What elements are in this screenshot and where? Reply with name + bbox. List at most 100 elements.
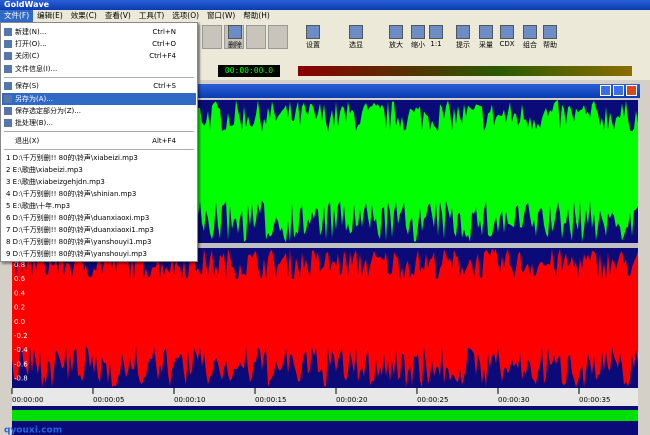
amplitude-label: 0.0 [14, 318, 25, 326]
amplitude-label: -0.2 [14, 332, 28, 340]
toolbar-button[interactable]: CDX [497, 24, 517, 50]
menu-item-label: 退出(X) [15, 136, 40, 145]
amplitude-label: -0.4 [14, 346, 28, 354]
toolbar-button-icon [456, 25, 470, 39]
timeline-label: 00:00:20 [336, 396, 367, 404]
toolbar-icon[interactable] [246, 25, 266, 49]
recent-file[interactable]: 8 D:\千万别删!! 80的\铃声\yanshouyi1.mp3 [2, 236, 196, 248]
recent-file[interactable]: 6 D:\千万别删!! 80的\铃声\duanxiaoxi.mp3 [2, 212, 196, 224]
toolbar-button-label: 删除 [228, 41, 242, 49]
toolbar-button-icon [389, 25, 403, 39]
toolbar-button[interactable]: 提示 [453, 24, 473, 50]
title-bar: GoldWave [0, 0, 650, 10]
toolbar-button-icon [500, 25, 514, 39]
menu-bar-item[interactable]: 查看(V) [104, 11, 131, 20]
menu-item-label: 批处理(B)... [15, 118, 53, 127]
waveform-view: 0.8 0.6 0.4 0.2 0.0 -0.2 -0.4 -0.6 -0.8 00:00:00 0… [4, 100, 638, 435]
toolbar-button-label: 提示 [456, 41, 470, 49]
toolbar-button[interactable]: 1:1 [426, 24, 446, 50]
menu-item[interactable]: 新建(N)... Ctrl+N [2, 26, 196, 38]
recent-file[interactable]: 9 D:\千万别删!! 80的\铃声\yanshouyi.mp3 [2, 248, 196, 260]
toolbar-button[interactable]: 帮助 [540, 24, 560, 50]
amplitude-label: 0.4 [14, 289, 26, 297]
toolbar-button-label: 选显 [349, 41, 363, 49]
menu-item-shortcut: Ctrl+O [152, 40, 176, 49]
toolbar-button-icon [306, 25, 320, 39]
menu-item[interactable]: 关闭(C) Ctrl+F4 [2, 50, 196, 62]
toolbar-button-label: 设置 [306, 41, 320, 49]
menu-icon [4, 40, 12, 49]
menu-item-label: 另存为(A)... [15, 94, 53, 103]
menu-item[interactable]: 批处理(B)... [2, 117, 196, 129]
menu-icon [4, 94, 12, 103]
menu-icon [4, 52, 12, 61]
recent-file[interactable]: 5 E:\歌曲\十年.mp3 [2, 200, 196, 212]
menu-item[interactable]: 保存(S) Ctrl+S [2, 80, 196, 92]
timeline-label: 00:00:35 [579, 396, 610, 404]
time-display: 00:00:00.0 [218, 65, 280, 77]
toolbar-button[interactable]: 组合 [520, 24, 540, 50]
watermark: qyouxi.com [4, 426, 62, 435]
toolbar-icon[interactable] [202, 25, 222, 49]
overview-wave [12, 410, 638, 421]
toolbar-button[interactable]: 缩小 [408, 24, 428, 50]
amplitude-label: -0.8 [14, 375, 28, 383]
menu-item[interactable]: 打开(O)... Ctrl+O [2, 38, 196, 50]
timeline-label: 00:00:25 [417, 396, 448, 404]
timeline-label: 00:00:00 [12, 396, 43, 404]
window-control[interactable] [600, 85, 611, 96]
menu-item[interactable]: 另存为(A)... [2, 92, 196, 105]
recent-file[interactable]: 3 E:\歌曲\xiabeizgehjdn.mp3 [2, 176, 196, 188]
menu-bar-item[interactable]: 编辑(E) [37, 11, 63, 20]
toolbar-button[interactable]: 放大 [386, 24, 406, 50]
timeline-label: 00:00:05 [93, 396, 124, 404]
menu-bar-item[interactable]: 选项(O) [172, 11, 200, 20]
menu-bar-item[interactable]: 工具(T) [138, 11, 165, 20]
menu-item[interactable]: 文件信息(I)... [2, 63, 196, 75]
toolbar-icon[interactable] [268, 25, 288, 49]
menu-item[interactable]: 保存选定部分为(Z)... [2, 105, 196, 117]
recent-file-path: 9 D:\千万别删!! 80的\铃声\yanshouyi.mp3 [6, 250, 147, 259]
window-title: GoldWave [4, 0, 50, 9]
menu-icon [4, 28, 12, 36]
recent-file[interactable]: 2 E:\歌曲\xiabeizi.mp3 [2, 164, 196, 176]
recent-file-path: 7 D:\千万别删!! 80的\铃声\duanxiaoxi1.mp3 [6, 226, 154, 235]
menu-item-label: 文件信息(I)... [15, 64, 58, 73]
menu-bar-item[interactable]: 效果(C) [70, 11, 97, 20]
recent-file-path: 6 D:\千万别删!! 80的\铃声\duanxiaoxi.mp3 [6, 214, 150, 223]
amplitude-label: 0.6 [14, 275, 26, 283]
recent-file[interactable]: 1 D:\千万别删!! 80的\铃声\xiabeizi.mp3 [2, 152, 196, 164]
menu-bar-item[interactable]: 帮助(H) [243, 11, 270, 20]
toolbar-button[interactable]: 选显 [346, 24, 366, 50]
toolbar-button-label: 缩小 [411, 41, 425, 49]
recent-file[interactable]: 7 D:\千万别删!! 80的\铃声\duanxiaoxi1.mp3 [2, 224, 196, 236]
menu-item-shortcut: Ctrl+N [152, 28, 176, 36]
waveform [12, 248, 638, 388]
menu-separator [4, 148, 194, 150]
toolbar-button[interactable]: 设置 [303, 24, 323, 50]
menu-item-shortcut: Ctrl+F4 [149, 52, 176, 61]
menu-bar: 文件(F) 编辑(E) 效果(C) 查看(V) 工具(T) 选项(O) 窗口(W) 帮助(H) [0, 10, 650, 22]
timeline-label: 00:00:15 [255, 396, 286, 404]
recent-file-path: 8 D:\千万别删!! 80的\铃声\yanshouyi1.mp3 [6, 238, 152, 247]
toolbar-button-label: 1:1 [430, 40, 442, 48]
file-menu: 新建(N)... Ctrl+N 打开(O)... Ctrl+O 关闭(C) Ctrl+F4… [0, 22, 198, 262]
window-control[interactable] [626, 85, 637, 96]
toolbar-button[interactable]: 采量 [476, 24, 496, 50]
timeline-label: 00:00:30 [498, 396, 529, 404]
toolbar-button-label: 采量 [479, 41, 493, 49]
window-control[interactable] [613, 85, 624, 96]
channel-divider [12, 243, 638, 248]
recent-file[interactable]: 4 D:\千万别删!! 80的\铃声\shinian.mp3 [2, 188, 196, 200]
toolbar-button[interactable]: 删除 [225, 24, 245, 50]
amplitude-label: 0.2 [14, 304, 25, 312]
level-meter [298, 66, 632, 76]
recent-file-path: 1 D:\千万别删!! 80的\铃声\xiabeizi.mp3 [6, 154, 138, 163]
menu-bar-item[interactable]: 文件(F) [0, 10, 34, 22]
menu-item-label: 打开(O)... [15, 40, 47, 49]
toolbar-button-icon [349, 25, 363, 39]
recent-file-path: 4 D:\千万别删!! 80的\铃声\shinian.mp3 [6, 190, 137, 199]
menu-icon [4, 106, 12, 115]
menu-item[interactable]: 退出(X) Alt+F4 [2, 135, 196, 147]
menu-bar-item[interactable]: 窗口(W) [207, 11, 236, 20]
